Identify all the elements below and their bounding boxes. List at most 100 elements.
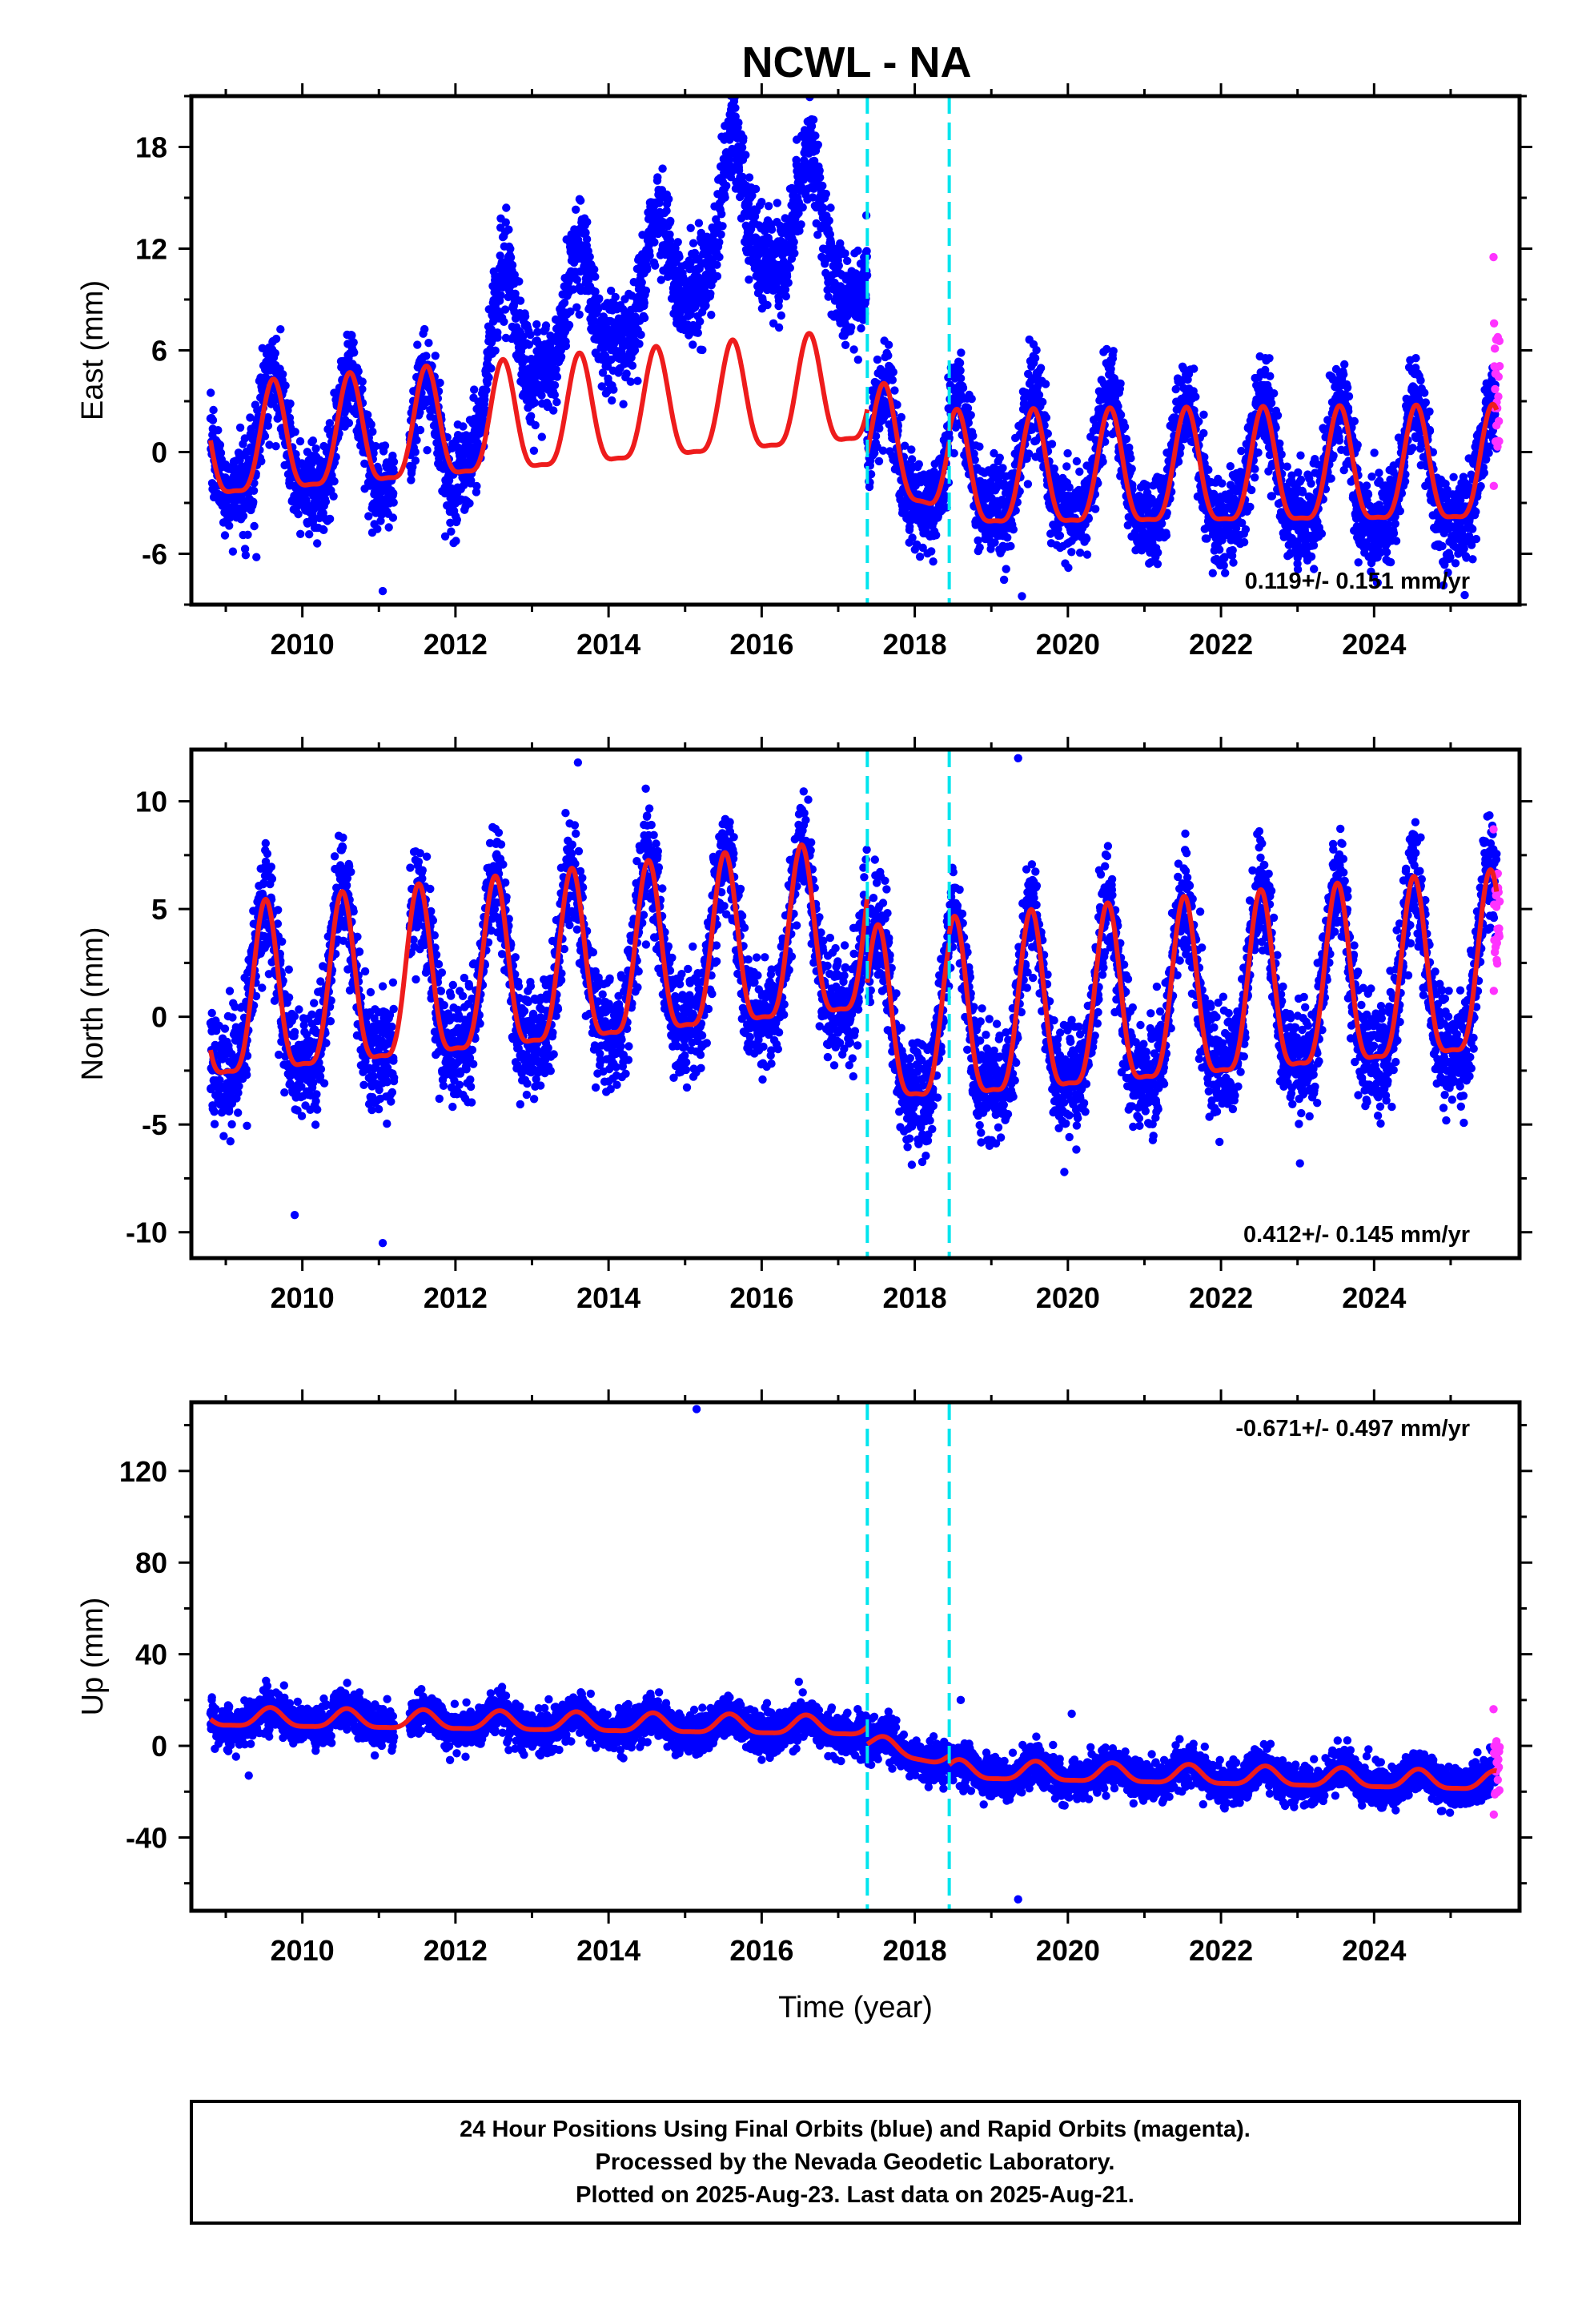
east-final-point <box>967 394 976 404</box>
east-final-point <box>496 251 504 260</box>
east-final-point <box>537 391 546 400</box>
east-final-point <box>640 313 649 323</box>
east-final-point <box>1153 560 1162 569</box>
east-final-point <box>440 532 450 541</box>
east-final-point <box>446 518 455 527</box>
east-final-point <box>969 432 978 440</box>
east-final-point <box>313 539 322 548</box>
east-final-point <box>467 476 476 485</box>
east-final-point <box>271 348 279 358</box>
east-final-point <box>966 411 975 420</box>
east-final-point <box>594 304 603 313</box>
east-final-point <box>560 298 569 308</box>
east-final-point <box>1294 468 1303 477</box>
east-final-point <box>591 287 600 296</box>
east-final-point <box>739 134 748 143</box>
east-final-point <box>424 339 433 348</box>
east-final-point <box>853 356 863 364</box>
east-final-point <box>319 525 328 534</box>
east-final-point <box>279 370 287 379</box>
east-final-point <box>472 481 481 491</box>
east-final-point <box>774 323 784 332</box>
east-final-point <box>1273 411 1283 420</box>
east-final-point <box>295 436 305 446</box>
east-final-point <box>630 346 640 355</box>
east-final-point <box>1006 541 1015 551</box>
east-final-point <box>607 286 616 296</box>
east-final-point <box>1050 464 1059 473</box>
east-final-point <box>215 440 225 449</box>
east-final-point <box>777 311 785 320</box>
east-final-point <box>790 249 799 258</box>
east-final-point <box>665 195 673 203</box>
east-final-point <box>246 413 255 422</box>
east-final-point <box>707 311 716 320</box>
east-final-point <box>423 446 432 455</box>
east-final-point <box>1038 397 1047 407</box>
east-final-point <box>686 223 695 232</box>
east-final-point <box>784 278 793 287</box>
east-final-point <box>1064 563 1073 573</box>
east-final-point <box>595 294 604 303</box>
east-final-point <box>927 547 936 556</box>
east-final-point <box>291 428 299 436</box>
east-final-point <box>718 222 727 231</box>
east-final-point <box>873 355 882 364</box>
east-final-points <box>206 96 1501 600</box>
east-final-point <box>416 425 425 435</box>
east-final-point <box>208 416 218 424</box>
east-final-point <box>258 344 267 352</box>
east-final-point <box>826 203 835 212</box>
east-final-point <box>1228 545 1237 555</box>
east-final-point <box>975 442 984 451</box>
east-final-point <box>696 317 705 326</box>
east-final-point <box>420 324 429 334</box>
east-final-point <box>1036 364 1046 372</box>
east-final-point <box>1067 548 1076 557</box>
east-final-point <box>1002 565 1010 573</box>
east-final-point <box>549 406 558 415</box>
east-final-point <box>907 455 917 464</box>
east-final-point <box>789 238 798 247</box>
east-final-point <box>1116 379 1125 388</box>
east-final-point <box>797 220 805 229</box>
east-final-point <box>209 405 218 415</box>
east-final-point <box>330 388 339 397</box>
east-final-point <box>821 189 831 199</box>
east-final-point <box>1082 550 1092 559</box>
east-final-point <box>473 438 482 448</box>
east-final-point <box>689 340 697 349</box>
east-final-point <box>611 292 620 302</box>
east-final-point <box>491 346 500 355</box>
east-final-point <box>643 265 652 274</box>
east-final-point <box>745 275 753 284</box>
east-final-point <box>286 399 295 408</box>
east-final-point <box>591 272 600 281</box>
east-final-point <box>819 203 828 212</box>
east-final-point <box>556 352 566 361</box>
east-final-point <box>550 390 559 400</box>
east-final-point <box>698 345 707 355</box>
east-final-point <box>407 476 416 485</box>
east-final-point <box>597 382 606 391</box>
east-final-point <box>897 412 906 422</box>
east-final-point <box>715 238 724 247</box>
east-final-point <box>640 299 648 308</box>
east-final-point <box>785 263 794 272</box>
east-final-point <box>734 119 743 127</box>
east-panel: 2010 2012 2014 2016 2018 2020 2022 2024-6061218… <box>76 83 1532 661</box>
east-final-point <box>564 320 574 330</box>
east-final-point <box>713 271 722 281</box>
east-final-point <box>207 479 217 488</box>
east-final-point <box>239 512 248 521</box>
east-final-point <box>957 348 966 357</box>
east-final-point <box>907 445 916 454</box>
east-final-point <box>506 253 516 262</box>
east-final-point <box>321 497 331 506</box>
east-final-point <box>757 198 766 207</box>
east-final-point <box>745 173 754 182</box>
east-final-point <box>411 448 420 456</box>
east-final-point <box>325 419 335 428</box>
east-final-point <box>436 378 444 388</box>
east-final-point <box>541 321 551 330</box>
